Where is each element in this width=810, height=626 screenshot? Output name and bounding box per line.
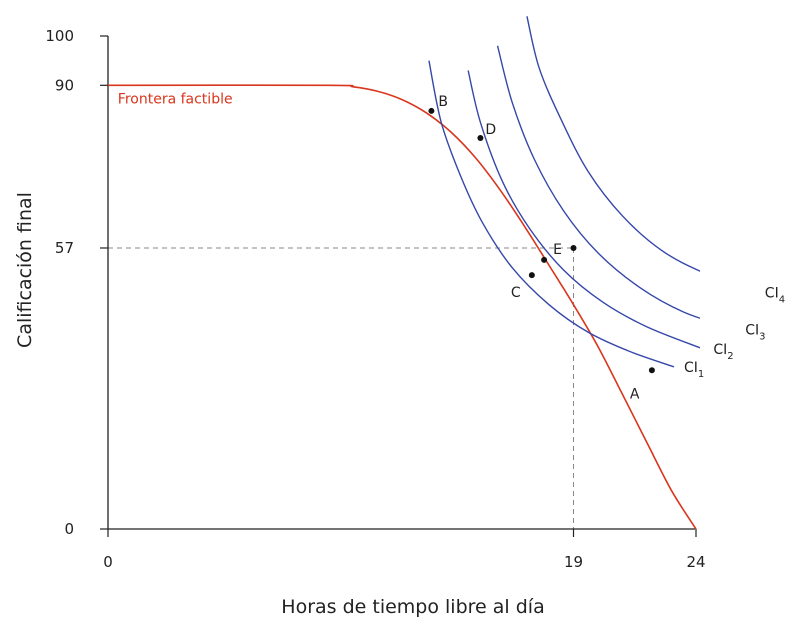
- axes: [107, 36, 695, 530]
- frontier: Frontera factible: [108, 84, 697, 529]
- indifference-curve-label-4: CI4: [765, 285, 785, 305]
- indifference-curve-label-2: CI2: [713, 342, 733, 362]
- point-label-b: B: [438, 94, 448, 110]
- x-axis-title: Horas de tiempo libre al día: [281, 596, 544, 618]
- point-a: [648, 367, 655, 374]
- guide-lines: [108, 247, 574, 529]
- point-c: [528, 272, 535, 279]
- point-label-d: D: [485, 122, 496, 138]
- indifference-curve-1: [428, 60, 675, 368]
- x-tick-label: 0: [103, 553, 113, 571]
- point-label-a: A: [630, 386, 640, 402]
- x-tick-label: 24: [686, 553, 705, 571]
- indifference-curve-3: [496, 45, 700, 319]
- points: A B C D E: [428, 94, 655, 402]
- indifference-curve-2: [467, 70, 700, 349]
- point-label-c: C: [511, 285, 521, 301]
- y-tick-label: 57: [55, 239, 74, 257]
- indifference-curve-label-3: CI3: [745, 322, 765, 342]
- y-tick-label: 0: [64, 520, 74, 538]
- ticks: 0 57 90 100 0 19 24: [45, 27, 705, 571]
- x-tick-label: 19: [564, 553, 583, 571]
- frontier-curve: [108, 84, 697, 529]
- point-label-e: E: [553, 242, 562, 258]
- y-axis-title: Calificación final: [14, 192, 36, 348]
- indifference-curve-label-1: CI1: [684, 360, 704, 380]
- point-e: [541, 256, 548, 263]
- y-tick-label: 100: [45, 27, 74, 45]
- point-b: [428, 107, 435, 114]
- point-optimum: [570, 244, 577, 251]
- point-d: [477, 135, 484, 142]
- frontier-label: Frontera factible: [118, 92, 233, 108]
- indifference-curve-4: [526, 16, 700, 272]
- y-tick-label: 90: [55, 76, 74, 94]
